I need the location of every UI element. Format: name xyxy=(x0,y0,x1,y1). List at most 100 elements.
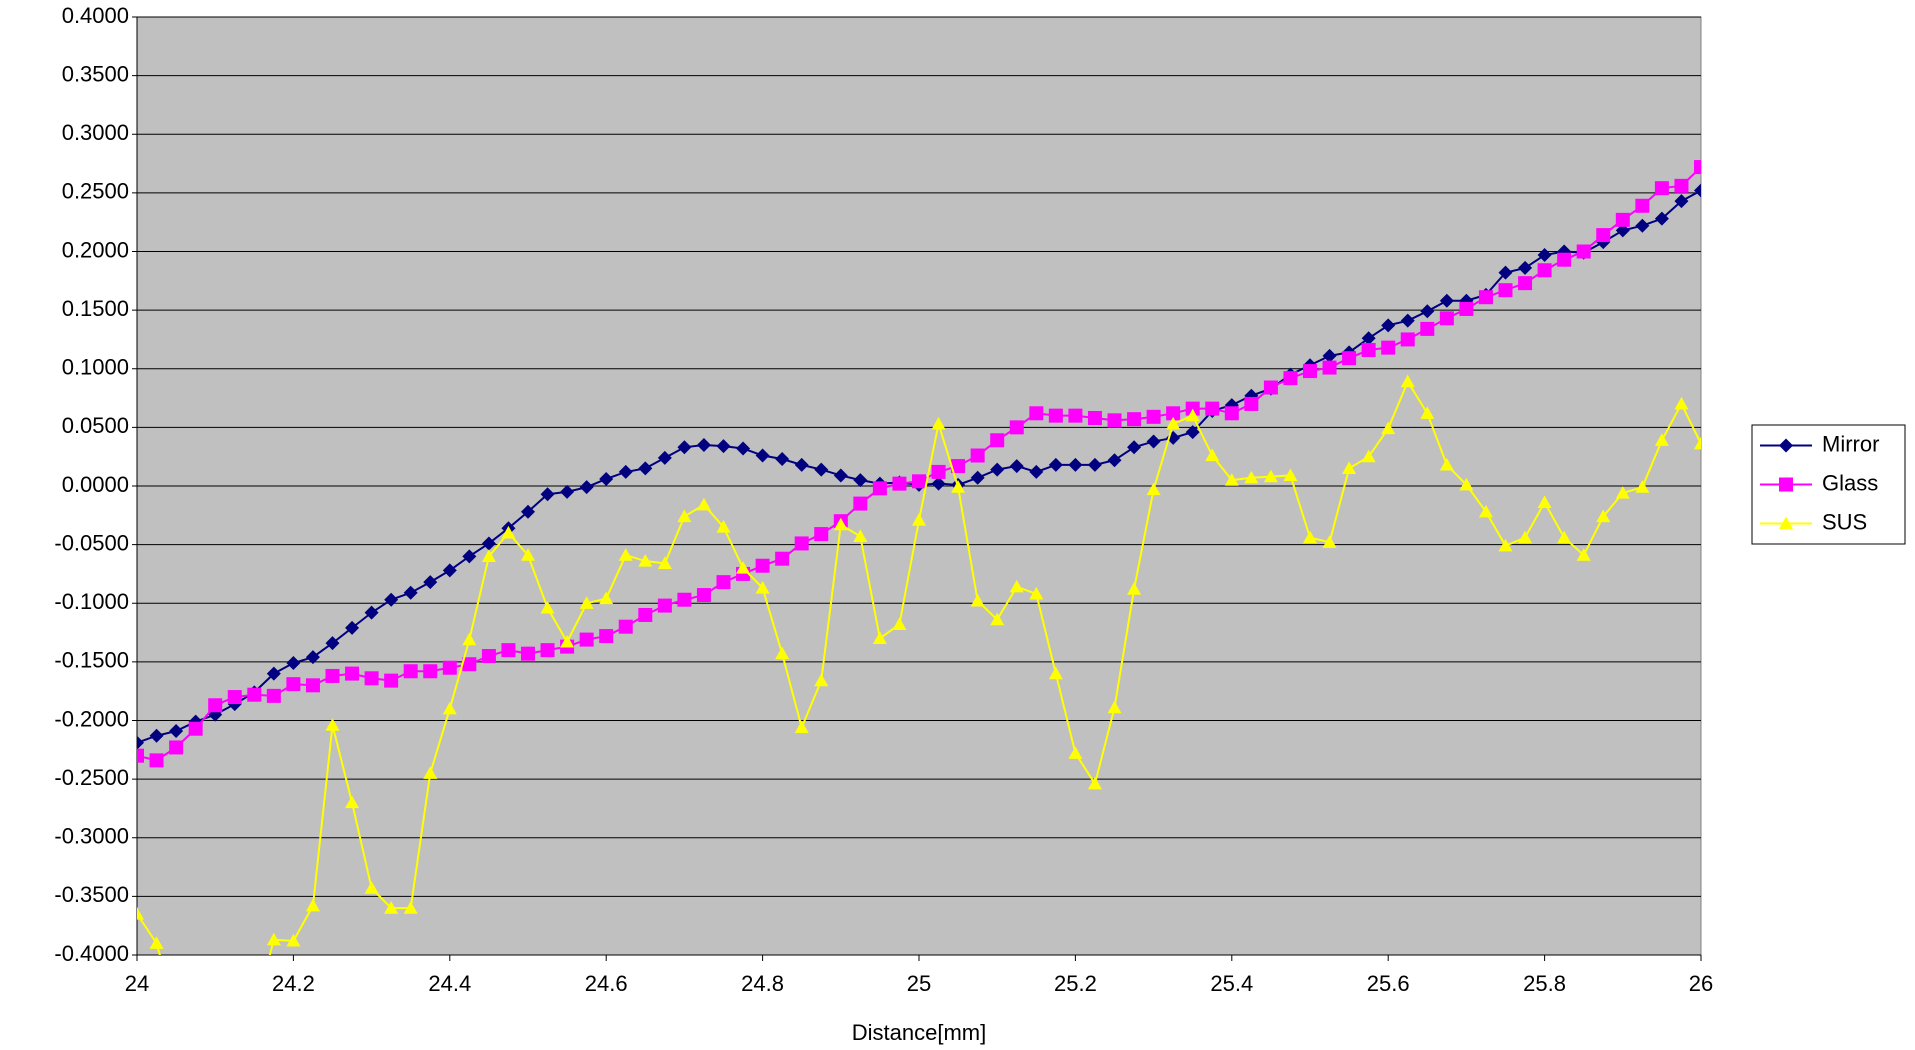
y-tick-label: -0.0500 xyxy=(54,530,129,555)
point xyxy=(1537,248,1552,263)
point xyxy=(137,735,144,750)
point xyxy=(775,452,790,467)
point xyxy=(286,933,301,947)
y-tick-label: 0.1500 xyxy=(62,296,129,321)
point xyxy=(1127,582,1142,595)
point xyxy=(814,673,829,687)
point xyxy=(208,698,223,713)
point xyxy=(403,585,418,600)
point xyxy=(638,554,653,567)
point xyxy=(1068,457,1083,472)
point xyxy=(1420,304,1435,319)
point xyxy=(657,450,672,465)
x-tick-label: 25.6 xyxy=(1367,971,1410,996)
point xyxy=(1127,440,1142,455)
point xyxy=(1420,321,1435,336)
point xyxy=(931,476,946,491)
point xyxy=(1029,586,1044,600)
point xyxy=(266,932,281,946)
point xyxy=(1439,293,1454,308)
point xyxy=(775,646,790,660)
x-tick-label: 24.2 xyxy=(272,971,315,996)
point xyxy=(403,901,418,914)
point xyxy=(286,677,301,692)
point xyxy=(1224,473,1239,486)
point xyxy=(384,901,399,914)
point xyxy=(1654,433,1669,446)
point xyxy=(345,795,360,809)
point xyxy=(1166,406,1181,421)
point xyxy=(1009,579,1024,593)
point xyxy=(423,664,438,679)
point xyxy=(286,656,301,671)
point xyxy=(1263,380,1278,395)
point xyxy=(677,509,692,523)
point xyxy=(1779,438,1793,453)
point xyxy=(1694,436,1701,450)
point xyxy=(853,473,868,488)
legend-label: Mirror xyxy=(1822,431,1879,456)
point xyxy=(696,437,711,452)
point xyxy=(1557,252,1572,267)
x-tick-label: 26 xyxy=(1689,971,1713,996)
point xyxy=(1322,535,1337,548)
point xyxy=(1205,448,1220,462)
point xyxy=(1674,178,1689,193)
point xyxy=(1779,516,1793,530)
point xyxy=(657,556,672,569)
point xyxy=(970,593,985,607)
point xyxy=(696,588,711,603)
point xyxy=(951,459,966,474)
point xyxy=(149,728,164,743)
y-tick-label: 0.4000 xyxy=(62,3,129,28)
point xyxy=(481,536,496,551)
point xyxy=(1654,181,1669,196)
point xyxy=(755,448,770,463)
point xyxy=(599,591,614,605)
point xyxy=(305,898,320,912)
point xyxy=(1674,194,1689,209)
point xyxy=(1127,412,1142,427)
point xyxy=(618,619,633,634)
point xyxy=(403,664,418,679)
point xyxy=(579,596,594,609)
point xyxy=(1537,263,1552,278)
point xyxy=(794,536,809,551)
x-tick-label: 24.4 xyxy=(428,971,471,996)
point xyxy=(716,439,731,454)
point xyxy=(1342,461,1357,475)
point xyxy=(305,678,320,693)
point xyxy=(1420,406,1435,419)
point xyxy=(755,581,770,594)
point xyxy=(1087,410,1102,425)
point xyxy=(1615,212,1630,227)
point xyxy=(931,464,946,479)
point xyxy=(1146,482,1161,496)
point xyxy=(892,476,907,491)
point xyxy=(521,646,535,661)
point xyxy=(599,471,614,486)
point xyxy=(481,549,496,562)
point xyxy=(247,687,262,702)
point xyxy=(1361,331,1376,346)
point xyxy=(560,634,575,648)
point xyxy=(1381,340,1396,355)
point xyxy=(1107,453,1122,468)
point xyxy=(657,598,672,613)
point xyxy=(442,563,457,578)
point xyxy=(716,575,731,590)
point xyxy=(1068,746,1083,759)
point xyxy=(325,718,340,731)
point xyxy=(853,496,868,511)
point xyxy=(1048,408,1063,423)
point xyxy=(462,549,477,564)
point xyxy=(1498,538,1513,552)
y-tick-label: 0.3000 xyxy=(62,120,129,145)
point xyxy=(1205,401,1220,416)
point xyxy=(364,671,379,686)
y-tick-label: 0.0000 xyxy=(62,472,129,497)
point xyxy=(970,448,985,463)
point xyxy=(521,548,535,561)
point xyxy=(169,724,184,739)
point xyxy=(423,766,438,779)
